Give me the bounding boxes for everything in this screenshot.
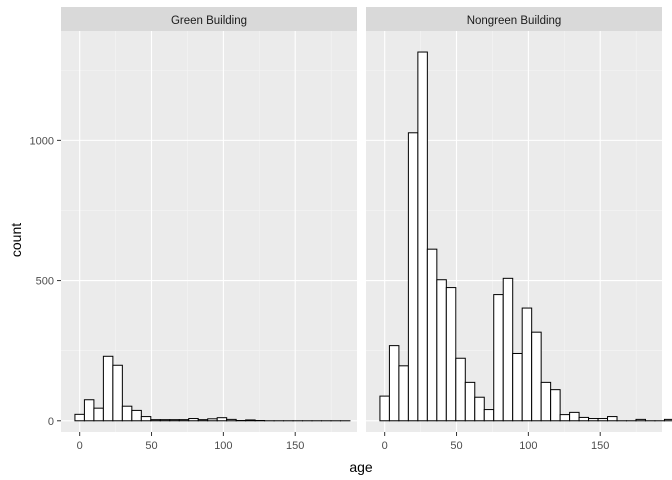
histogram-bar [417, 51, 428, 422]
histogram-bar [188, 418, 199, 422]
histogram-bar [74, 413, 85, 422]
histogram-bar [635, 418, 646, 422]
histogram-bar [159, 419, 171, 422]
histogram-bar [216, 417, 228, 422]
histogram-bar [83, 399, 95, 422]
y-tick-label: 500 [36, 276, 54, 288]
histogram-bar [207, 418, 218, 422]
histogram-bar [426, 248, 438, 422]
histogram-bar [398, 365, 409, 422]
histogram-bar [569, 411, 580, 422]
histogram-bar [597, 418, 609, 422]
facet-strip-label: Green Building [171, 15, 247, 27]
histogram-bar [588, 418, 599, 422]
x-axes: 0 50 100 150 0 50 100 150 [77, 432, 609, 452]
y-tick-label: 1000 [30, 135, 54, 147]
histogram-bar [550, 389, 561, 422]
histogram-bars [379, 51, 672, 422]
histogram-bar [474, 396, 485, 422]
facet-strip [366, 7, 662, 31]
histogram-bar [521, 307, 533, 422]
histogram-bar [436, 279, 447, 422]
histogram-bar [131, 409, 142, 422]
y-tick-label: 0 [48, 416, 54, 428]
histogram-bar [502, 277, 514, 422]
histogram-bar [407, 132, 419, 422]
x-tick-label: 0 [77, 440, 83, 452]
y-axis: 0 500 1000 [30, 135, 61, 428]
x-tick-label: 150 [591, 440, 609, 452]
histogram-bar [531, 331, 542, 422]
histogram-bar [169, 419, 180, 422]
histogram-bar [512, 352, 523, 422]
histogram-bar [140, 416, 152, 422]
histogram-bar [455, 357, 466, 422]
histogram-bar [464, 381, 476, 422]
histogram-bar [388, 345, 400, 422]
x-tick-label: 100 [519, 440, 537, 452]
histogram-bar [112, 364, 123, 422]
facet-strip-label: Nongreen Building [467, 15, 562, 27]
histogram-bar [245, 419, 256, 422]
x-axis-title: age [349, 459, 373, 475]
x-tick-label: 150 [286, 440, 304, 452]
facet-strip [61, 7, 357, 31]
histogram-bar [379, 395, 390, 422]
histogram-bar [121, 405, 133, 422]
histogram-bar [150, 419, 161, 422]
x-tick-label: 50 [145, 440, 157, 452]
histogram-bar [197, 419, 209, 422]
histogram-bars [74, 355, 351, 422]
histogram-bar [445, 287, 457, 422]
histogram-bar [540, 381, 552, 422]
y-axis-title: count [8, 223, 24, 257]
histogram-bar [663, 418, 672, 422]
histogram-bar [607, 416, 618, 422]
histogram-bar [578, 416, 590, 422]
x-axis: 0 50 100 150 [77, 432, 304, 452]
x-tick-label: 100 [214, 440, 232, 452]
histogram-bar [178, 419, 190, 422]
facet-panel: Nongreen Building [366, 7, 672, 432]
histogram-bar [102, 355, 114, 422]
x-tick-label: 0 [382, 440, 388, 452]
facet-panels: Green Building Nongreen Building [61, 7, 672, 432]
x-tick-label: 50 [450, 440, 462, 452]
histogram-bar [559, 414, 571, 422]
histogram-bar [483, 409, 495, 422]
histogram-bar [226, 418, 237, 422]
facet-panel: Green Building [61, 7, 357, 432]
histogram-bar [493, 294, 504, 422]
x-axis: 0 50 100 150 [382, 432, 609, 452]
histogram-bar [93, 407, 104, 422]
